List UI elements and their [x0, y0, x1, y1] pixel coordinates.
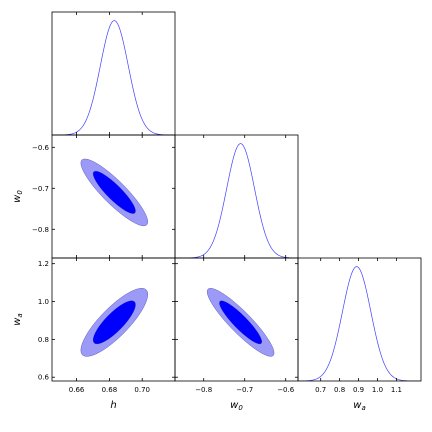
panel-h-h	[51, 11, 176, 136]
panel-frame	[297, 257, 422, 382]
panel-h-wa: 0.66 0.68 0.70 0.6 0.8 1.0 1.2	[38, 257, 176, 394]
x-axis-label-w0: w0	[230, 400, 243, 412]
panel-content	[80, 158, 148, 227]
panel-frame	[174, 134, 299, 259]
y-tick-label-w0: −0.8	[32, 226, 49, 234]
y-tick-label-wa: 1.0	[38, 298, 49, 306]
marginal-curve-w0	[175, 143, 298, 258]
y-tick-label-w0: −0.6	[32, 144, 50, 152]
x-tick-label-w0: −0.7	[236, 386, 253, 394]
x-axis-label-h: h	[110, 400, 116, 411]
y-tick-label-w0: −0.7	[32, 185, 49, 193]
y-tick-label-wa: 0.8	[38, 336, 49, 344]
x-tick-label-wa: 0.9	[353, 386, 364, 394]
panel-content	[298, 266, 421, 381]
panel-content	[80, 288, 148, 357]
panel-content	[206, 288, 275, 357]
panel-w0-wa: −0.8 −0.7 −0.6	[174, 257, 299, 394]
contour-1sigma-w0-wa	[219, 300, 262, 345]
panel-content	[175, 143, 298, 258]
panel-wa-wa: 0.7 0.8 0.9 1.0 1.1	[297, 257, 422, 394]
x-tick-label-w0: −0.8	[195, 386, 212, 394]
marginal-curve-wa	[298, 266, 421, 381]
y-tick-label-wa: 0.6	[38, 374, 50, 382]
panel-h-w0: −0.8 −0.7 −0.6	[32, 134, 176, 259]
panel-content	[52, 20, 175, 135]
x-tick-label-wa: 0.7	[315, 386, 326, 394]
panel-frame	[51, 11, 176, 136]
x-tick-label-h: 0.70	[134, 386, 150, 394]
contour-1sigma-h-wa	[92, 300, 136, 345]
marginal-curve-h	[52, 20, 175, 135]
x-tick-label-wa: 1.1	[391, 386, 402, 394]
contour-1sigma-h-w0	[92, 171, 136, 214]
panel-w0-w0	[174, 134, 299, 259]
x-tick-label-w0: −0.6	[277, 386, 295, 394]
y-axis-label-w0: w0	[12, 190, 24, 203]
x-tick-label-h: 0.66	[69, 386, 85, 394]
x-axis-label-wa: wa	[353, 400, 365, 412]
y-axis-label-wa: wa	[12, 313, 24, 325]
x-tick-label-wa: 1.0	[372, 386, 383, 394]
y-tick-label-wa: 1.2	[38, 260, 49, 268]
x-tick-label-h: 0.68	[102, 386, 118, 394]
x-tick-label-wa: 0.8	[334, 386, 345, 394]
